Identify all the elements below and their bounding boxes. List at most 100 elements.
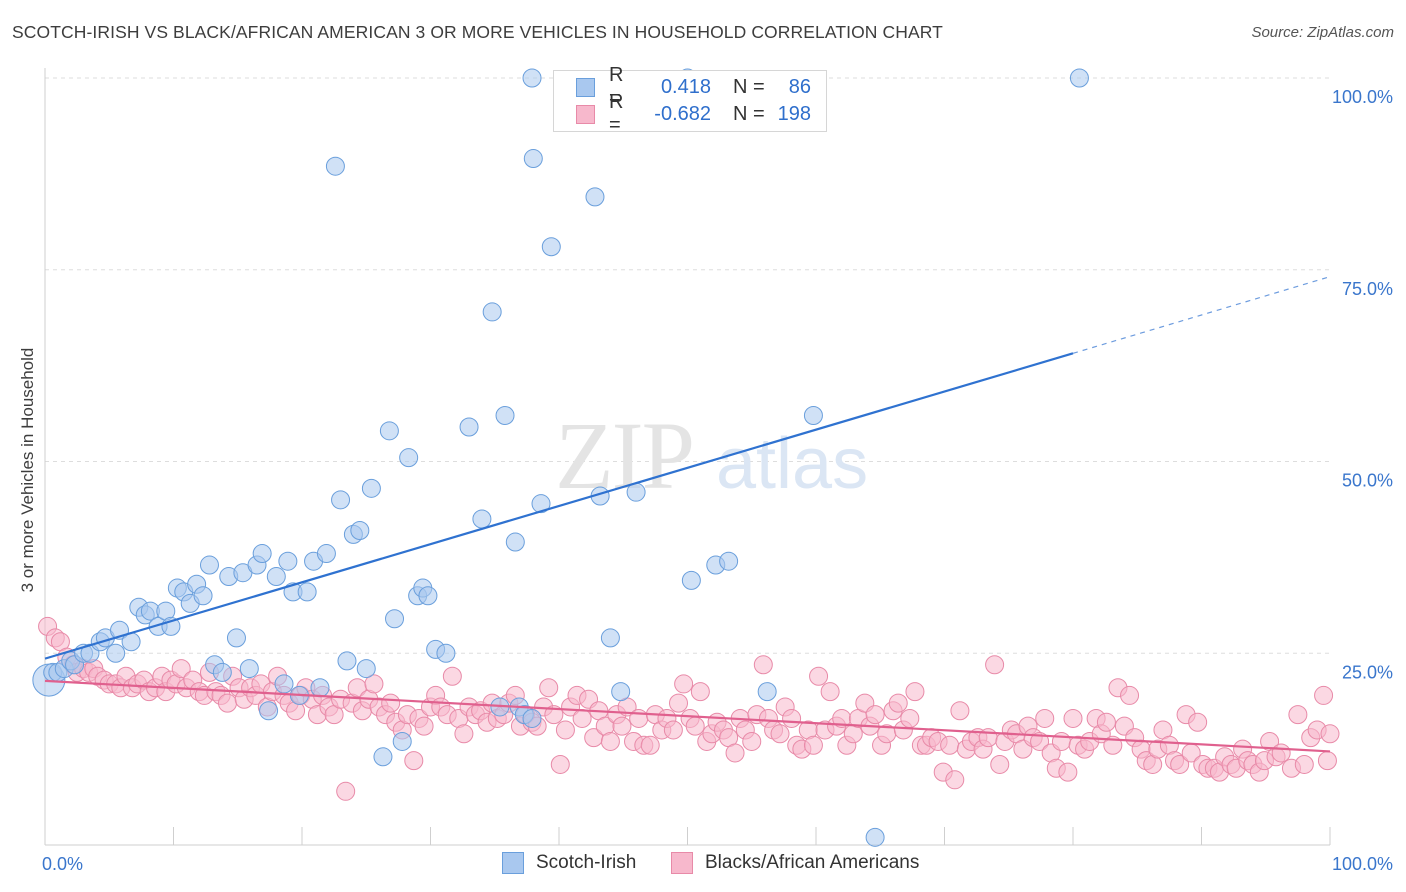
data-point [212,662,232,682]
data-point [193,586,213,606]
data-point [865,705,885,725]
data-point [600,628,620,648]
legend-label-blacks: Blacks/African Americans [705,852,920,873]
data-point [1294,754,1314,774]
legend-row-scotch-irish: R = 0.418 N = 86 [576,64,811,109]
data-point [1035,708,1055,728]
data-point [356,659,376,679]
tick-labels: 25.0% 50.0% 75.0% 100.0% 0.0% 100.0% [42,87,1393,874]
data-point [539,678,559,698]
data-point [803,735,823,755]
x-tick-label: 0.0% [42,854,83,874]
y-axis-label: 3 or more Vehicles in Household [18,348,37,593]
data-point [803,405,823,425]
chart-title: SCOTCH-IRISH VS BLACK/AFRICAN AMERICAN 3… [12,22,943,42]
data-point [106,643,126,663]
data-point [454,724,474,744]
series-legend: Scotch-Irish Blacks/African Americans [0,852,1406,876]
trend-lines [44,276,1331,753]
data-point [940,735,960,755]
data-point [278,551,298,571]
axes [44,68,1331,846]
data-point [782,708,802,728]
trend-line-scotch-irish-extension [1072,276,1331,354]
data-point [522,68,542,88]
data-point [239,659,259,679]
data-point [331,490,351,510]
legend-n-value: 198 [777,102,811,125]
data-point [495,405,515,425]
data-point [522,708,542,728]
legend-n-value: 86 [788,75,811,98]
data-point [669,693,689,713]
data-point [1051,731,1071,751]
data-point [1030,731,1050,751]
data-point [392,731,412,751]
data-point [226,628,246,648]
data-point [1320,724,1340,744]
legend-r-value: 0.418 [660,75,711,98]
data-point [523,149,543,169]
data-point [459,417,479,437]
data-point [259,701,279,721]
data-point [399,448,419,468]
data-point [404,751,424,771]
data-point [753,655,773,675]
data-point [252,544,272,564]
data-point [990,754,1010,774]
data-point [550,754,570,774]
data-point [1288,705,1308,725]
legend-item-scotch-irish[interactable]: Scotch-Irish [502,852,636,874]
data-point [725,743,745,763]
y-tick-label: 50.0% [1342,471,1393,491]
data-point [690,682,710,702]
data-point [985,655,1005,675]
data-point [381,693,401,713]
data-point [572,708,592,728]
trend-line-blacks [44,679,1331,753]
data-point [809,666,829,686]
legend-row-blacks: R = -0.682 N = 198 [576,91,811,136]
data-point [297,582,317,602]
legend-swatch-blacks [671,852,693,874]
data-point [336,781,356,801]
data-point [1120,685,1140,705]
data-point [600,731,620,751]
data-point [685,716,705,736]
data-point [337,651,357,671]
data-point [472,509,492,529]
data-point [950,701,970,721]
y-tick-label: 75.0% [1342,279,1393,299]
data-point [1069,68,1089,88]
legend-swatch-blacks [576,104,595,124]
data-point [555,720,575,740]
data-point [350,521,370,541]
legend-label-scotch-irish: Scotch-Irish [536,852,637,873]
legend-swatch-scotch-irish [502,852,524,874]
trend-line-scotch-irish [44,352,1074,660]
data-point [531,494,551,514]
data-point [171,659,191,679]
data-point [385,609,405,629]
data-point [266,567,286,587]
data-point [905,682,925,702]
data-point [199,555,219,575]
watermark-zip: ZIP [555,402,693,509]
source-label: Source: ZipAtlas.com [1251,24,1394,41]
data-point [1271,743,1291,763]
data-point [1170,754,1190,774]
y-tick-label: 25.0% [1342,662,1393,682]
legend-r-label: R = [609,64,624,109]
legend-item-blacks[interactable]: Blacks/African Americans [671,852,919,874]
data-point [442,666,462,686]
data-point [663,720,683,740]
data-point [640,735,660,755]
data-point [945,770,965,790]
data-point [325,156,345,176]
data-point [217,693,237,713]
legend-n-label: N = [733,102,765,125]
data-point [379,421,399,441]
data-point [820,682,840,702]
data-point [1058,762,1078,782]
